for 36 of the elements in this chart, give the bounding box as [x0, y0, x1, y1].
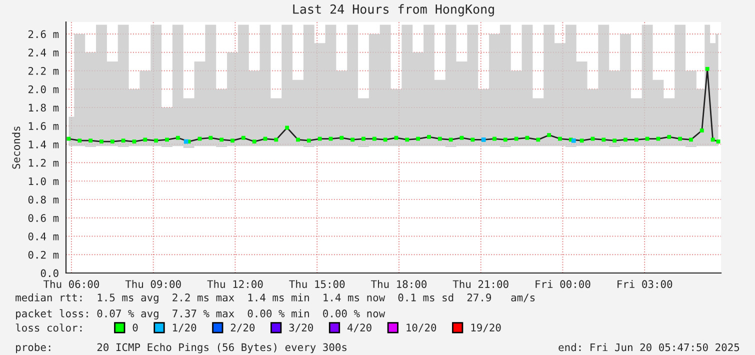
- x-tick-label: Thu 06:00: [43, 280, 100, 288]
- legend-title: loss color:: [16, 324, 82, 332]
- y-tick-label: 0.0: [40, 269, 58, 278]
- y-tick-label: 2.4 m: [28, 48, 59, 56]
- y-tick-label: 0.8 m: [28, 196, 59, 204]
- y-tick-label: 0.4 m: [28, 232, 59, 240]
- text: median rtt: 1.5 ms avg 2.2 ms max 1.4 ms min 1.4 ms now 0.1 ms sd 27.9 am/s: [16, 293, 535, 304]
- chart-title: Last 24 Hours from HongKong: [293, 4, 494, 16]
- legend-label: 2/20: [230, 324, 255, 332]
- y-tick-label: 1.6 m: [28, 122, 59, 130]
- x-tick-label: Thu 12:00: [207, 280, 263, 288]
- x-tick-label: Fri 00:00: [536, 280, 590, 288]
- legend-label: 10/20: [406, 324, 436, 332]
- y-tick-label: 2.2 m: [28, 66, 59, 75]
- legend-label: 4/20: [348, 324, 372, 332]
- y-tick-label: 0.6 m: [28, 214, 59, 222]
- y-tick-label: 2.0 m: [28, 85, 59, 94]
- legend-label: 1/20: [172, 324, 196, 332]
- legend-label: 3/20: [289, 324, 313, 332]
- x-tick-label: Thu 21:00: [452, 280, 508, 288]
- x-tick-label: Thu 18:00: [370, 280, 427, 288]
- x-tick-label: Thu 09:00: [125, 280, 181, 288]
- legend-label: 0: [132, 324, 138, 332]
- y-axis-title: Seconds: [12, 126, 20, 169]
- x-tick-label: Thu 15:00: [289, 280, 345, 288]
- y-tick-label: 1.4 m: [28, 140, 59, 148]
- x-tick-label: Fri 03:00: [618, 280, 672, 288]
- y-tick-label: 2.6 m: [28, 30, 59, 38]
- text: packet loss: 0.07 % avg 7.37 % max 0.00 % min 0.00 % now: [16, 309, 386, 320]
- y-tick-label: 0.2 m: [28, 250, 59, 259]
- text: end: Fri Jun 20 05:47:50 2025: [558, 343, 740, 352]
- y-tick-label: 1.0 m: [28, 177, 59, 186]
- text: probe: 20 ICMP Echo Pings (56 Bytes) every 300s: [16, 343, 346, 354]
- legend-label: 19/20: [471, 324, 501, 332]
- y-tick-label: 1.2 m: [28, 158, 59, 167]
- y-tick-label: 1.8 m: [28, 104, 59, 112]
